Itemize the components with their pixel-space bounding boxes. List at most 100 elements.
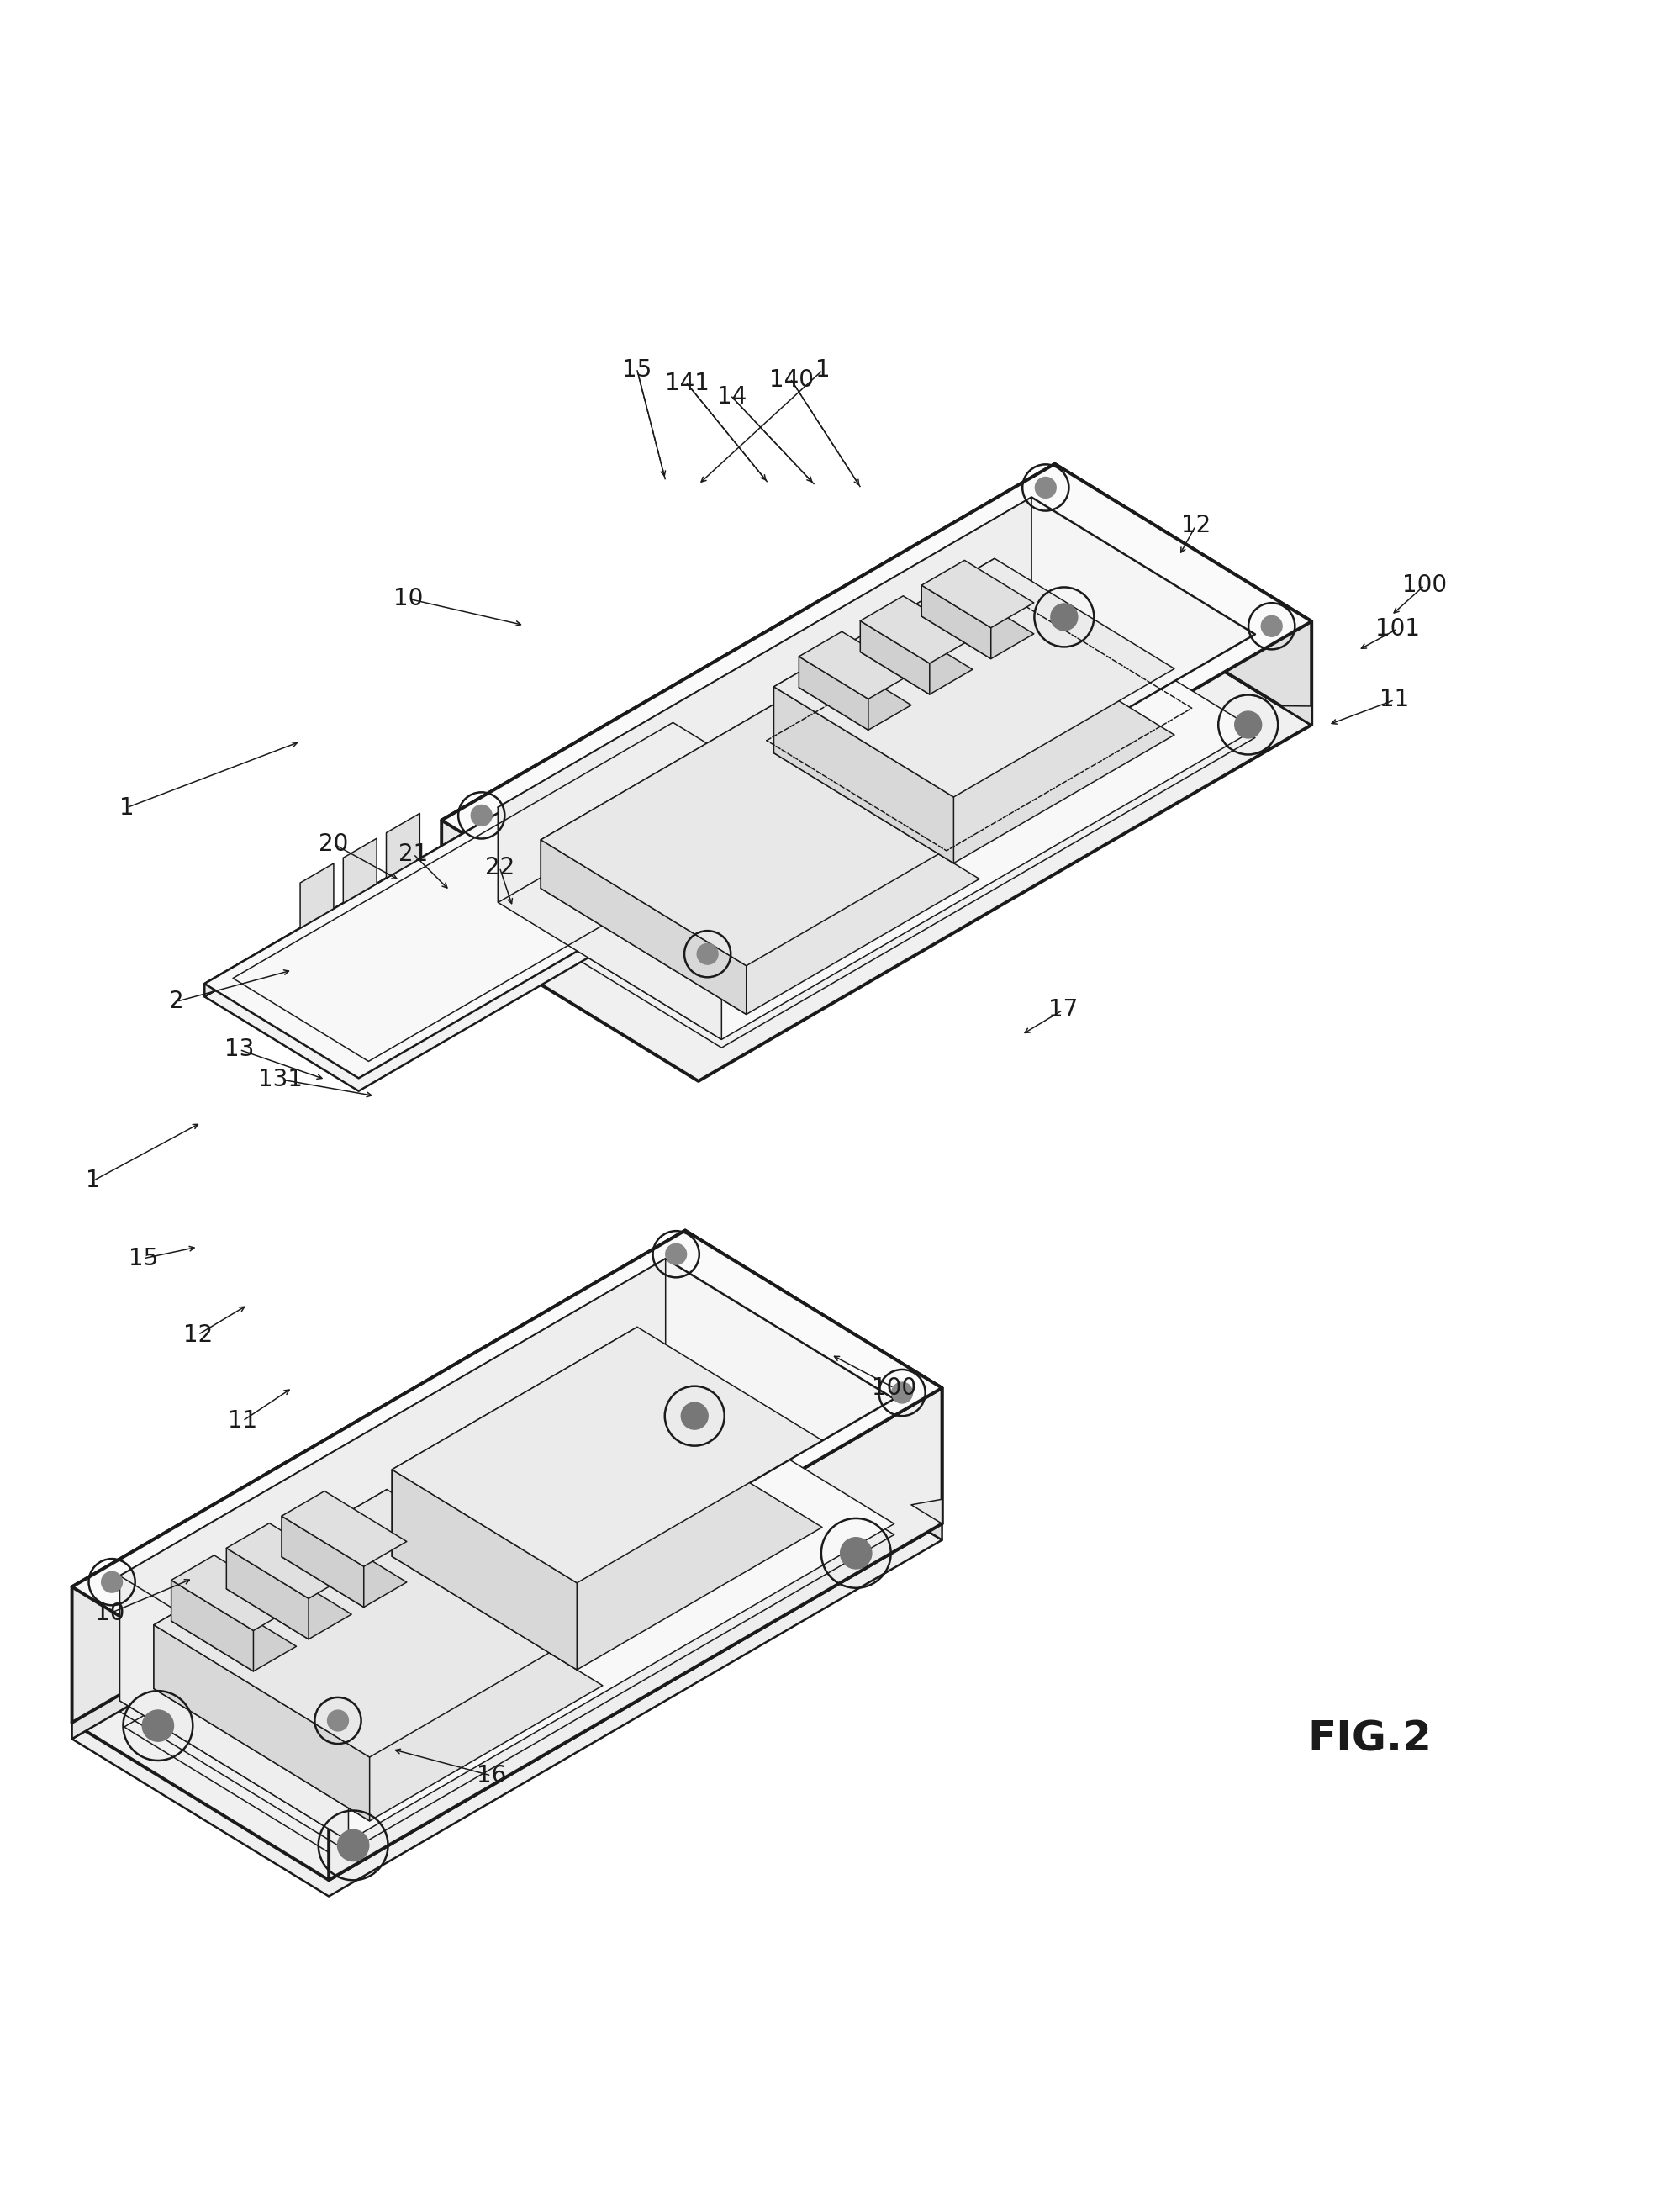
Polygon shape: [442, 465, 1055, 925]
Polygon shape: [204, 706, 838, 1077]
Polygon shape: [226, 1564, 352, 1639]
Polygon shape: [861, 626, 972, 695]
Polygon shape: [281, 1533, 407, 1608]
Polygon shape: [120, 1259, 665, 1701]
Polygon shape: [155, 1489, 603, 1756]
Text: 11: 11: [228, 1409, 258, 1433]
Polygon shape: [392, 1327, 823, 1584]
Polygon shape: [921, 586, 991, 659]
Text: 17: 17: [1049, 998, 1079, 1022]
Text: 1: 1: [120, 796, 135, 818]
Circle shape: [645, 1418, 676, 1449]
Polygon shape: [204, 719, 838, 1091]
Polygon shape: [226, 1524, 352, 1599]
Polygon shape: [204, 706, 683, 998]
Polygon shape: [155, 1553, 603, 1820]
Polygon shape: [155, 1626, 369, 1820]
Polygon shape: [171, 1597, 296, 1672]
Polygon shape: [71, 1230, 942, 1745]
Polygon shape: [301, 863, 334, 929]
Polygon shape: [499, 593, 1255, 1040]
Text: 100: 100: [1403, 573, 1446, 597]
Text: 15: 15: [622, 358, 652, 383]
Circle shape: [143, 1710, 173, 1741]
Circle shape: [327, 1710, 349, 1732]
Text: 15: 15: [128, 1248, 158, 1270]
Polygon shape: [799, 633, 911, 699]
Polygon shape: [171, 1555, 296, 1630]
Text: 22: 22: [485, 856, 514, 878]
Polygon shape: [540, 703, 979, 967]
Polygon shape: [344, 838, 377, 902]
Text: 101: 101: [1376, 617, 1419, 641]
Polygon shape: [442, 465, 1311, 978]
Polygon shape: [392, 1469, 577, 1670]
Polygon shape: [155, 1489, 387, 1688]
Circle shape: [1050, 604, 1077, 630]
Polygon shape: [71, 1382, 942, 1896]
Polygon shape: [911, 1500, 942, 1524]
Polygon shape: [540, 752, 979, 1015]
Circle shape: [891, 1382, 912, 1402]
Polygon shape: [540, 703, 774, 889]
Text: 20: 20: [319, 832, 349, 856]
Text: 2: 2: [170, 989, 184, 1013]
Polygon shape: [774, 686, 954, 863]
Polygon shape: [774, 557, 994, 752]
Text: 13: 13: [224, 1037, 254, 1062]
Polygon shape: [329, 1387, 942, 1880]
Circle shape: [337, 1829, 369, 1860]
Polygon shape: [281, 1515, 364, 1608]
Polygon shape: [499, 498, 1032, 902]
Text: 12: 12: [1180, 513, 1210, 538]
Circle shape: [681, 1402, 708, 1429]
Polygon shape: [861, 595, 972, 664]
Text: 12: 12: [183, 1323, 213, 1347]
Text: 16: 16: [477, 1763, 505, 1787]
Circle shape: [1035, 478, 1055, 498]
Polygon shape: [71, 1230, 685, 1723]
Polygon shape: [1055, 465, 1311, 726]
Circle shape: [1261, 615, 1281, 637]
Polygon shape: [499, 498, 1255, 945]
Polygon shape: [685, 1230, 942, 1524]
Text: FIG.2: FIG.2: [1308, 1719, 1431, 1759]
Polygon shape: [921, 560, 1034, 628]
Circle shape: [470, 805, 492, 825]
Polygon shape: [921, 591, 1034, 659]
Circle shape: [101, 1571, 123, 1593]
Text: 11: 11: [1379, 688, 1409, 712]
Polygon shape: [120, 1259, 894, 1717]
Text: 1: 1: [816, 358, 829, 383]
Text: 10: 10: [394, 586, 424, 611]
Text: 140: 140: [770, 367, 813, 392]
Polygon shape: [799, 664, 911, 730]
Polygon shape: [861, 622, 929, 695]
Circle shape: [665, 1243, 686, 1265]
Polygon shape: [120, 1385, 894, 1840]
Polygon shape: [71, 1367, 942, 1880]
Text: 1: 1: [86, 1168, 101, 1192]
Polygon shape: [71, 1367, 685, 1739]
Text: 10: 10: [95, 1601, 125, 1626]
Text: 141: 141: [665, 372, 710, 396]
Polygon shape: [386, 814, 420, 878]
Polygon shape: [442, 566, 1311, 1082]
Polygon shape: [1281, 706, 1311, 726]
Circle shape: [696, 945, 718, 964]
Text: 14: 14: [716, 385, 746, 409]
Text: 100: 100: [871, 1376, 916, 1400]
Polygon shape: [774, 624, 1175, 863]
Polygon shape: [120, 1575, 349, 1840]
Polygon shape: [226, 1548, 309, 1639]
Polygon shape: [281, 1491, 407, 1566]
Polygon shape: [685, 1367, 942, 1540]
Polygon shape: [392, 1327, 637, 1557]
Text: 131: 131: [259, 1068, 302, 1091]
Polygon shape: [799, 657, 868, 730]
Polygon shape: [392, 1413, 823, 1670]
Circle shape: [841, 1537, 871, 1568]
Polygon shape: [499, 807, 721, 1040]
Polygon shape: [540, 841, 746, 1015]
Circle shape: [1235, 712, 1261, 739]
